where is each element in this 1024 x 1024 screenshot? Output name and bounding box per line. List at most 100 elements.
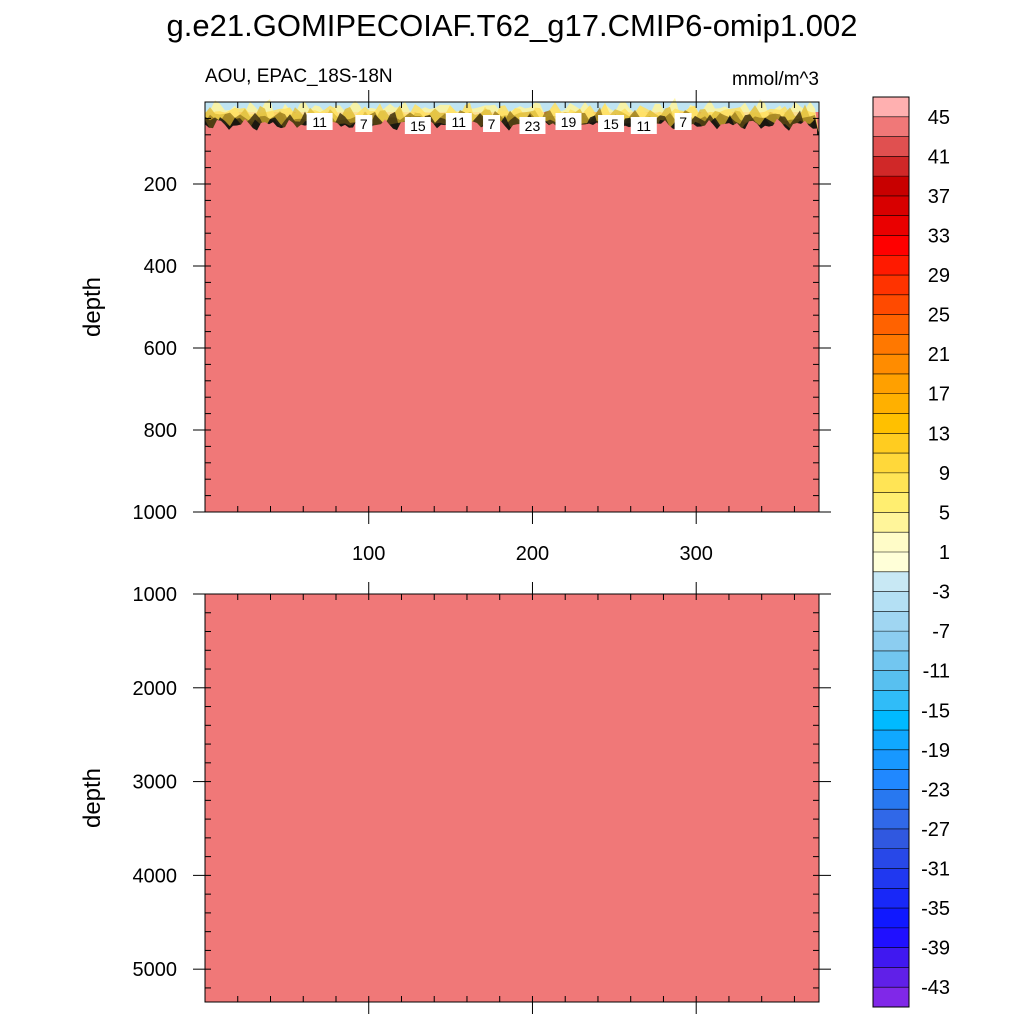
colorbar-swatch [873,354,909,375]
contour-label-bg [555,113,582,130]
colorbar-swatch [873,472,909,493]
panel-frame [204,101,820,513]
colorbar-frame [872,96,910,1008]
colorbar-label: -39 [921,938,950,960]
contour-label-text: 15 [603,116,619,132]
x-tick-label: 200 [516,543,549,565]
colorbar-label: -35 [921,898,950,920]
colorbar-swatch [873,275,909,296]
y-tick-label: 3000 [133,772,178,794]
contour-label-text: 7 [360,116,368,132]
contour-label-text: 23 [525,118,541,134]
colorbar-swatch [873,413,909,434]
colorbar-swatch [873,156,909,177]
y-tick-label: 4000 [133,865,178,887]
colorbar-swatch [873,611,909,632]
colorbar-label: -19 [921,740,950,762]
left-label: AOU, EPAC_18S-18N [205,66,393,87]
y-axis-label: depth [79,768,106,828]
colorbar-label: 9 [939,463,950,485]
colorbar-swatch [873,828,909,850]
colorbar: 45 41 37 33 29 25 21 17 13 9 5 1 -3 -7 -11 -15 -19 -23 -27… [872,96,950,1008]
contour-label-bg [598,115,625,132]
colorbar-swatch [873,492,909,513]
colorbar-swatch [873,116,909,137]
colorbar-label: 41 [928,146,950,168]
contour-label: 11 [306,113,333,130]
contour-label: 11 [445,113,472,130]
y-axis-label: depth [79,277,106,337]
contour-label-bg [674,113,692,130]
contour-label: 11 [630,117,657,134]
colorbar-label: -23 [921,779,950,801]
contour-label-bg [483,115,501,132]
colorbar-swatch [873,373,909,395]
colorbar-swatch [873,215,909,236]
colorbar-swatch [873,967,909,988]
panel-frame [204,593,820,1003]
y-tick-label: 1000 [133,584,178,606]
contour-label-text: 7 [488,116,496,132]
colorbar-label: 13 [928,423,950,445]
colorbar-label: -31 [921,859,950,881]
panel-2: 1000 2000 3000 4000 5000 depth [79,582,831,1014]
colorbar-swatch [873,433,909,454]
colorbar-swatch [873,730,909,751]
y-tick-label: 2000 [133,678,178,700]
colorbar-swatch [873,868,909,889]
y-tick-label: 5000 [133,959,178,981]
colorbar-label: -43 [921,977,950,999]
contour-label-text: 19 [561,114,577,130]
contour-label-text: 11 [312,114,327,130]
colorbar-swatch [873,235,909,256]
contour-label-bg [445,113,472,130]
contour-label-text: 11 [452,114,467,130]
colorbar-swatch [873,571,909,592]
colorbar-swatch [873,987,909,1008]
colorbar-swatch [873,631,909,652]
y-tick-label: 800 [144,420,177,442]
colorbar-swatch [873,176,909,197]
colorbar-label: 1 [939,542,950,564]
deep-fill [205,118,819,512]
colorbar-label: 21 [928,344,950,366]
contour-label-text: 7 [679,114,687,130]
contour-label-bg [630,117,657,134]
colorbar-label: 17 [928,384,950,406]
colorbar-label: 45 [928,107,950,129]
colorbar-label: -27 [921,819,950,841]
contour-label-text: 15 [410,118,426,134]
colorbar-label: 5 [939,502,950,524]
colorbar-swatch [873,670,909,691]
colorbar-swatch [873,769,909,790]
y-tick-label: 400 [144,256,177,278]
colorbar-swatch [873,690,909,711]
colorbar-swatch [873,512,909,533]
panel-fill [205,594,819,1002]
colorbar-swatch [873,97,909,118]
x-tick-label: 300 [680,543,713,565]
colorbar-swatch [873,314,909,335]
colorbar-label: -3 [932,582,950,604]
panel-1: 11 7 15 11 7 23 19 15 11 7 200 400 600 800 1000 100 200 3… [79,90,831,565]
colorbar-swatch [873,710,909,731]
y-tick-label: 200 [144,174,177,196]
colorbar-label: 37 [928,186,950,208]
colorbar-swatch [873,334,909,355]
colorbar-swatch [873,947,909,968]
contour-label-bg [355,115,373,132]
contour-label-bg [519,117,546,134]
colorbar-label: -15 [921,700,950,722]
contour-label-text: 11 [637,118,652,134]
colorbar-label: 33 [928,225,950,247]
chart-title: g.e21.GOMIPECOIAF.T62_g17.CMIP6-omip1.00… [167,8,858,43]
contour-label-bg [306,113,333,130]
contour-label-bg [404,117,431,134]
panels: 11 7 15 11 7 23 19 15 11 7 200 400 600 800 1000 100 200 3… [79,90,831,1014]
colorbar-swatch [873,848,909,869]
colorbar-swatch [873,453,909,474]
contour-label: 7 [674,113,692,130]
contour-label: 23 [519,117,546,134]
colorbar-swatch [873,393,909,414]
